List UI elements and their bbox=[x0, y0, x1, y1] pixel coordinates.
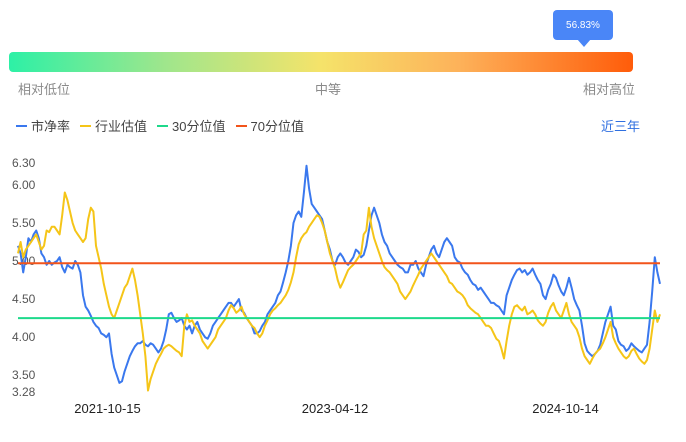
y-tick-label: 3.50 bbox=[12, 368, 36, 382]
x-tick-label: 2024-10-14 bbox=[532, 401, 599, 416]
y-tick-label: 5.50 bbox=[12, 216, 36, 230]
legend-label-industry: 行业估值 bbox=[95, 119, 148, 134]
gauge-high-label: 相对高位 bbox=[583, 82, 636, 97]
legend-item-p70[interactable]: 70分位值 bbox=[235, 116, 304, 135]
series-line-industry bbox=[17, 191, 661, 392]
legend-label-pb: 市净率 bbox=[31, 119, 71, 134]
period-selector[interactable]: 近三年 bbox=[600, 119, 640, 134]
y-tick-label: 6.00 bbox=[12, 178, 36, 192]
gauge-mid-label: 中等 bbox=[315, 82, 342, 97]
legend-swatch-pb bbox=[16, 124, 27, 127]
legend-item-p30[interactable]: 30分位值 bbox=[157, 116, 226, 135]
y-tick-label: 6.30 bbox=[12, 156, 36, 170]
y-tick-label: 4.50 bbox=[12, 292, 36, 306]
legend-item-pb[interactable]: 市净率 bbox=[16, 116, 70, 135]
legend-label-p30: 30分位值 bbox=[172, 119, 226, 134]
chart-legend: 市净率 行业估值 30分位值 70分位值 bbox=[16, 116, 314, 135]
legend-swatch-industry bbox=[80, 124, 92, 127]
legend-swatch-p30 bbox=[157, 124, 169, 127]
legend-label-p70: 70分位值 bbox=[250, 119, 304, 134]
legend-item-industry[interactable]: 行业估值 bbox=[80, 116, 147, 135]
series-line-pb bbox=[17, 164, 661, 384]
percentile-tooltip: 56.83% bbox=[553, 10, 613, 47]
valuation-gauge-bar bbox=[9, 52, 633, 72]
gauge-low-label: 相对低位 bbox=[18, 82, 71, 97]
y-tick-label: 3.28 bbox=[12, 385, 36, 399]
x-tick-label: 2021-10-15 bbox=[74, 401, 141, 416]
x-tick-label: 2023-04-12 bbox=[302, 401, 369, 416]
legend-swatch-p70 bbox=[235, 124, 247, 127]
y-tick-label: 5.00 bbox=[12, 254, 36, 268]
y-tick-label: 4.00 bbox=[12, 330, 36, 344]
